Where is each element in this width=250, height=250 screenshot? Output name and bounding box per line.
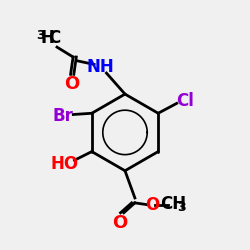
Text: H: H: [40, 30, 54, 48]
Text: HO: HO: [50, 155, 79, 173]
Text: O: O: [145, 196, 159, 214]
Text: 3: 3: [37, 29, 45, 42]
Text: Cl: Cl: [176, 92, 194, 110]
Text: CH: CH: [160, 195, 186, 213]
Text: Br: Br: [53, 107, 74, 125]
Text: O: O: [64, 75, 80, 93]
Text: C: C: [48, 30, 60, 48]
Text: 3: 3: [177, 201, 186, 214]
Text: NH: NH: [86, 58, 114, 76]
Text: O: O: [112, 214, 128, 232]
